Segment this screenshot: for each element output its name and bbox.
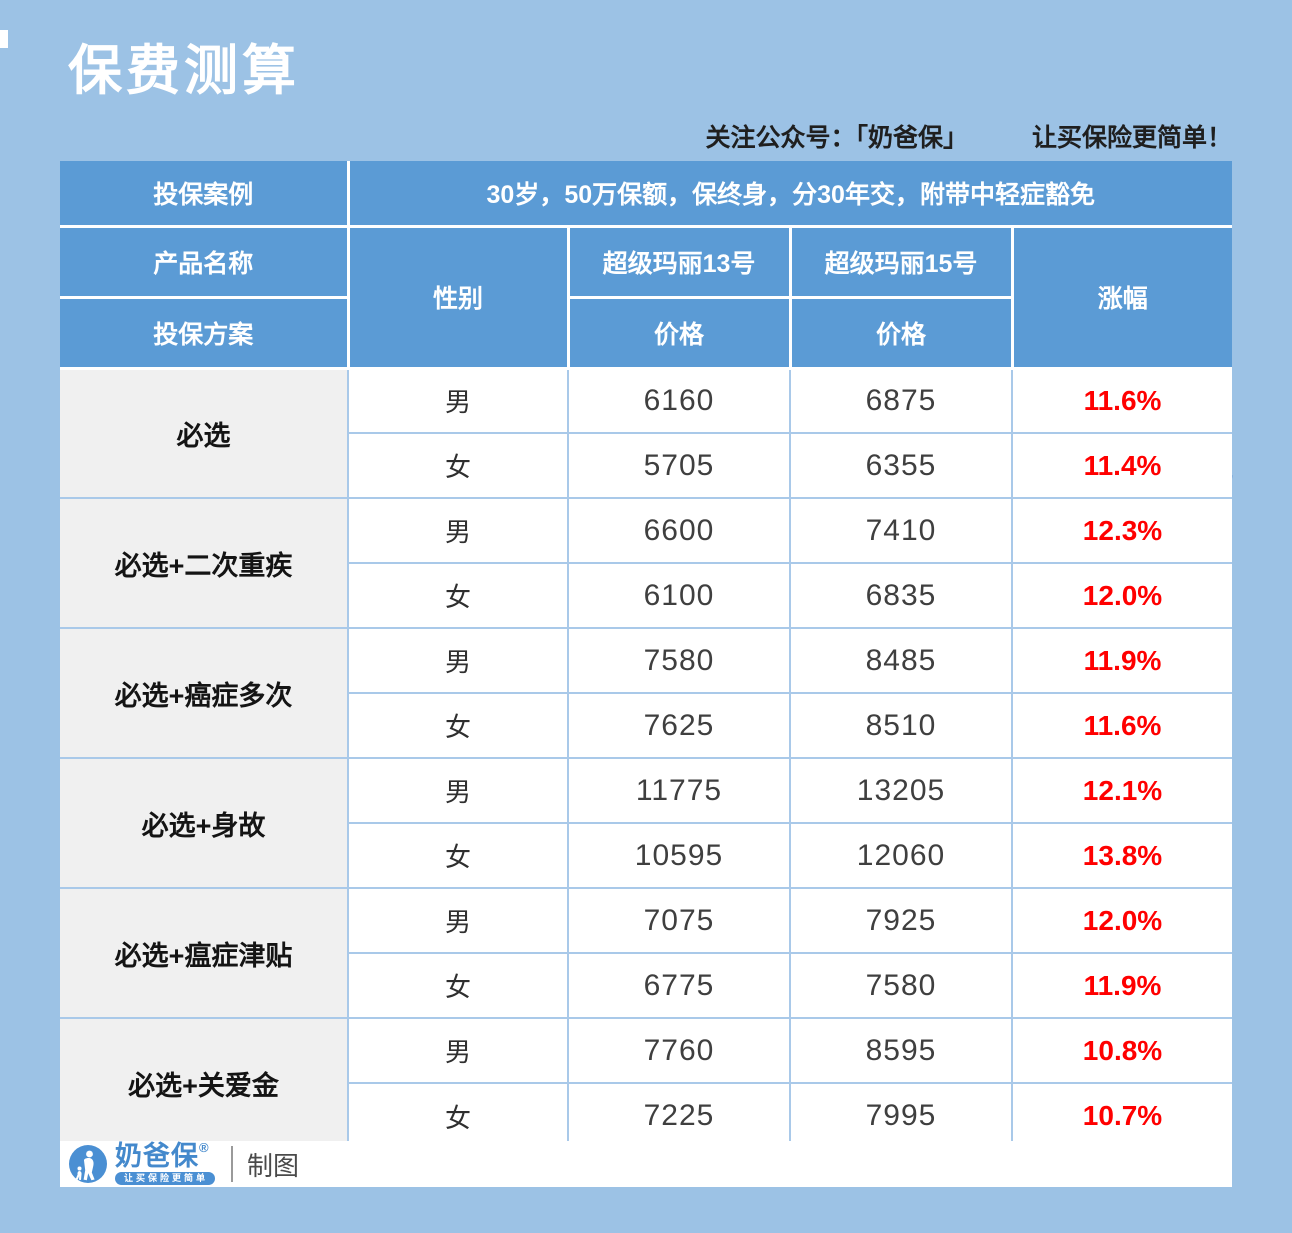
price13-cell: 7225 xyxy=(567,1082,791,1149)
credit-label: 制图 xyxy=(247,1150,300,1181)
gender-cell: 女 xyxy=(347,1082,569,1149)
gender-cell: 女 xyxy=(347,562,569,629)
gender-cell: 男 xyxy=(347,887,569,954)
footer-bar: 奶爸保 ® 让买保险更简单 制图 xyxy=(60,1141,1232,1187)
increase-header: 涨幅 xyxy=(1010,224,1234,370)
increase-cell: 12.1% xyxy=(1011,757,1233,824)
price13-cell: 6775 xyxy=(567,952,791,1019)
premium-table-wrap: 投保案例 30岁，50万保额，保终身，分30年交，附带中轻症豁免 产品名称 性别… xyxy=(58,159,1234,1149)
increase-cell: 11.6% xyxy=(1011,692,1233,759)
table-row: 女 6775 7580 11.9% xyxy=(60,952,1233,1019)
plan-cell: 必选 xyxy=(59,367,349,499)
price13-cell: 11775 xyxy=(567,757,791,824)
plan-cell: 必选+癌症多次 xyxy=(59,627,349,759)
brand-slogan-pill: 让买保险更简单 xyxy=(115,1171,216,1186)
price15-cell: 6835 xyxy=(789,562,1013,629)
brand-name: 奶爸保 xyxy=(115,1140,199,1171)
product1-header: 超级玛丽13号 xyxy=(566,224,792,299)
plan-cell: 必选+二次重疾 xyxy=(59,497,349,629)
price13-cell: 5705 xyxy=(567,432,791,499)
price15-cell: 6355 xyxy=(789,432,1013,499)
price15-cell: 8485 xyxy=(789,627,1013,694)
plan-cell: 必选+关爱金 xyxy=(59,1017,349,1149)
price15-cell: 7410 xyxy=(789,497,1013,564)
gender-cell: 女 xyxy=(347,822,569,889)
table-row: 女 7625 8510 11.6% xyxy=(60,692,1233,759)
gender-cell: 男 xyxy=(347,627,569,694)
table-row: 必选 男 6160 6875 11.6% xyxy=(59,367,1233,499)
corner-notch xyxy=(0,30,8,48)
brand-logo-icon xyxy=(69,1145,107,1183)
price2-header: 价格 xyxy=(788,295,1014,370)
increase-cell: 12.0% xyxy=(1011,887,1233,954)
table-row: 必选+关爱金 男 7760 8595 10.8% xyxy=(59,1017,1233,1149)
header-row-case: 投保案例 30岁，50万保额，保终身，分30年交，附带中轻症豁免 xyxy=(58,159,1234,228)
subtitle: 关注公众号：「奶爸保」 让买保险更简单！ xyxy=(705,118,1232,154)
price13-cell: 6160 xyxy=(567,367,791,434)
price15-cell: 8595 xyxy=(789,1017,1013,1084)
price15-cell: 6875 xyxy=(789,367,1013,434)
table-row: 女 10595 12060 13.8% xyxy=(60,822,1233,889)
price13-cell: 10595 xyxy=(567,822,791,889)
subtitle-account: 关注公众号：「奶爸保」 xyxy=(705,124,968,152)
table-row: 女 5705 6355 11.4% xyxy=(60,432,1233,499)
price15-cell: 7925 xyxy=(789,887,1013,954)
brand-block: 奶爸保 ® 让买保险更简单 xyxy=(115,1139,216,1186)
table-row: 女 6100 6835 12.0% xyxy=(60,562,1233,629)
brand-registered-mark: ® xyxy=(199,1139,209,1155)
increase-cell: 13.8% xyxy=(1011,822,1233,889)
price13-cell: 6100 xyxy=(567,562,791,629)
gender-cell: 男 xyxy=(347,1017,569,1084)
table-row: 必选+二次重疾 男 6600 7410 12.3% xyxy=(59,497,1233,629)
price15-cell: 12060 xyxy=(789,822,1013,889)
table-row: 必选+身故 男 11775 13205 12.1% xyxy=(59,757,1233,889)
page-title: 保费测算 xyxy=(68,41,300,101)
gender-cell: 男 xyxy=(347,757,569,824)
increase-cell: 11.9% xyxy=(1011,627,1233,694)
gender-cell: 女 xyxy=(347,692,569,759)
plan-header: 投保方案 xyxy=(58,295,350,370)
price13-cell: 7760 xyxy=(567,1017,791,1084)
price15-cell: 7580 xyxy=(789,952,1013,1019)
table-row: 必选+癌症多次 男 7580 8485 11.9% xyxy=(59,627,1233,759)
increase-cell: 10.8% xyxy=(1011,1017,1233,1084)
case-label-cell: 投保案例 xyxy=(58,159,350,228)
increase-cell: 11.4% xyxy=(1011,432,1233,499)
price15-cell: 7995 xyxy=(789,1082,1013,1149)
price13-cell: 7075 xyxy=(567,887,791,954)
subtitle-slogan: 让买保险更简单！ xyxy=(1031,124,1232,152)
price13-cell: 7580 xyxy=(567,627,791,694)
gender-cell: 男 xyxy=(347,367,569,434)
table-row: 女 7225 7995 10.7% xyxy=(60,1082,1233,1149)
case-value-cell: 30岁，50万保额，保终身，分30年交，附带中轻症豁免 xyxy=(346,159,1234,228)
plan-cell: 必选+身故 xyxy=(59,757,349,889)
gender-cell: 女 xyxy=(347,952,569,1019)
gender-cell: 女 xyxy=(347,432,569,499)
plan-cell: 必选+瘟症津贴 xyxy=(59,887,349,1019)
header-row-price: 投保方案 价格 价格 xyxy=(58,295,1232,370)
footer-divider xyxy=(231,1146,234,1182)
increase-cell: 12.3% xyxy=(1011,497,1233,564)
price13-cell: 7625 xyxy=(567,692,791,759)
price15-cell: 13205 xyxy=(789,757,1013,824)
product2-header: 超级玛丽15号 xyxy=(788,224,1014,299)
table-row: 必选+瘟症津贴 男 7075 7925 12.0% xyxy=(59,887,1233,1019)
increase-cell: 10.7% xyxy=(1011,1082,1233,1149)
increase-cell: 11.6% xyxy=(1011,367,1233,434)
premium-table: 投保案例 30岁，50万保额，保终身，分30年交，附带中轻症豁免 产品名称 性别… xyxy=(58,159,1234,1149)
gender-header: 性别 xyxy=(346,224,570,370)
gender-cell: 男 xyxy=(347,497,569,564)
price13-cell: 6600 xyxy=(567,497,791,564)
price15-cell: 8510 xyxy=(789,692,1013,759)
increase-cell: 11.9% xyxy=(1011,952,1233,1019)
product-name-header: 产品名称 xyxy=(58,224,350,299)
increase-cell: 12.0% xyxy=(1011,562,1233,629)
header-row-products: 产品名称 性别 超级玛丽13号 超级玛丽15号 涨幅 xyxy=(58,224,1234,370)
price1-header: 价格 xyxy=(566,295,792,370)
